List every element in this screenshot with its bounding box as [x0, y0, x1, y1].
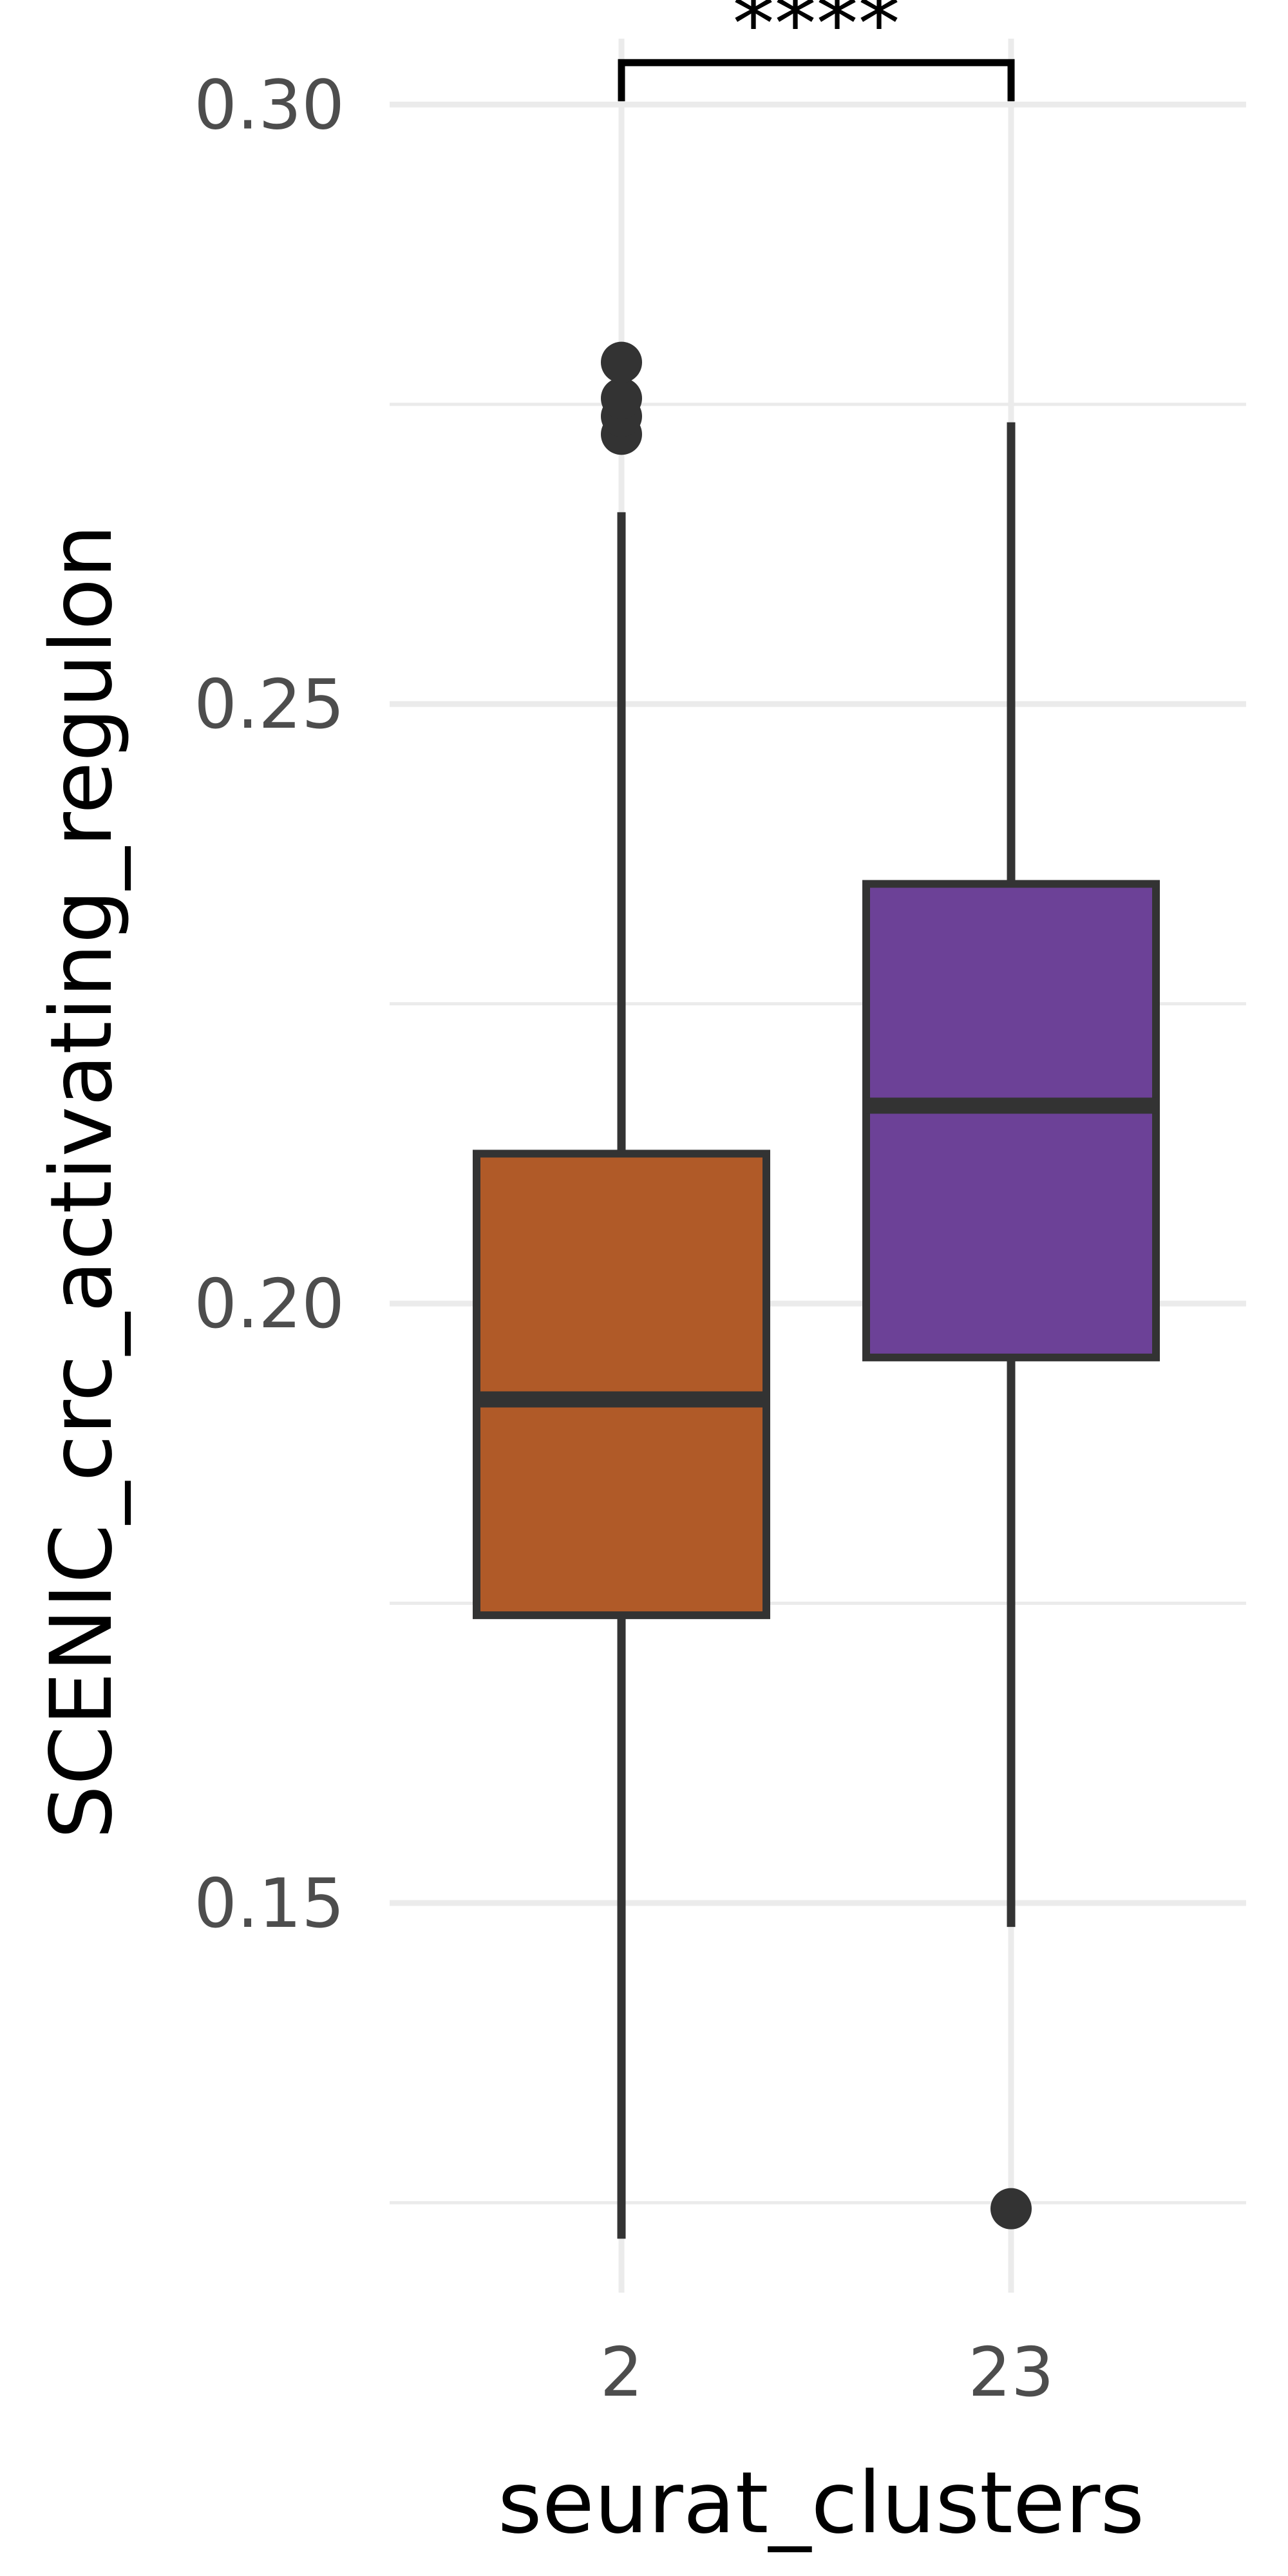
y-tick-label: 0.30	[194, 66, 345, 144]
x-axis-tick-labels: 2 23	[600, 2333, 1054, 2412]
y-axis-title: SCENIC_crc_activating_regulon	[32, 524, 131, 1839]
x-tick-label: 2	[600, 2333, 643, 2412]
box-iqr	[862, 880, 1160, 1361]
box-iqr	[473, 1150, 770, 1620]
significance-annotation: ****	[618, 0, 1015, 102]
box-group-23	[862, 422, 1160, 2230]
y-tick-label: 0.20	[194, 1265, 345, 1343]
x-tick-label: 23	[968, 2333, 1054, 2412]
outlier-point	[601, 341, 642, 383]
significance-bracket	[618, 59, 1015, 102]
outlier-point	[990, 2188, 1032, 2230]
y-tick-label: 0.15	[194, 1864, 345, 1943]
box-group-2	[473, 341, 770, 2239]
y-tick-label: 0.25	[194, 665, 345, 744]
x-axis-title: seurat_clusters	[498, 2454, 1144, 2553]
significance-label: ****	[733, 0, 900, 73]
y-axis-tick-labels: 0.15 0.20 0.25 0.30	[194, 66, 345, 1943]
boxes	[473, 341, 1160, 2239]
outlier-point	[601, 377, 642, 419]
